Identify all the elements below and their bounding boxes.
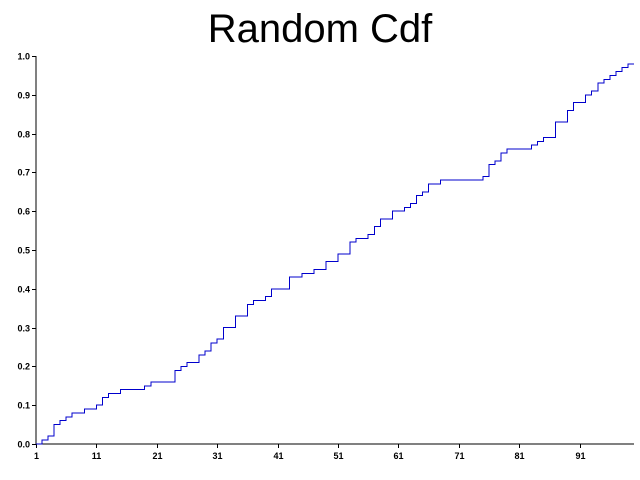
x-tick-label: 1 [34,451,39,461]
y-tick-label: 0.8 [17,130,30,140]
x-tick-label: 11 [92,451,102,461]
x-tick-label: 81 [514,451,524,461]
y-tick-label: 0.9 [17,91,30,101]
y-tick-label: 0.6 [17,207,30,217]
x-axis-ticks: 1 11 21 31 41 51 61 71 81 91 [34,444,586,461]
y-tick-label: 0.4 [17,285,30,295]
cdf-step-line [36,63,634,445]
y-tick-label: 0.5 [17,246,30,256]
y-axis-ticks: 0.0 0.1 0.2 0.3 0.4 0.5 0.6 0.7 0.8 0.9 1.0 [17,52,36,450]
x-tick-label: 61 [393,451,403,461]
x-tick-label: 21 [152,451,162,461]
y-tick-label: 0.0 [17,440,30,450]
chart-title: Random Cdf [207,7,433,51]
y-tick-label: 1.0 [17,52,30,62]
x-tick-label: 71 [454,451,464,461]
y-tick-label: 0.2 [17,362,30,372]
y-tick-label: 0.3 [17,324,30,334]
x-tick-label: 41 [273,451,283,461]
x-tick-label: 31 [212,451,222,461]
y-tick-label: 0.7 [17,168,30,178]
y-tick-label: 0.1 [17,401,30,411]
x-tick-label: 51 [333,451,343,461]
x-tick-label: 91 [575,451,585,461]
